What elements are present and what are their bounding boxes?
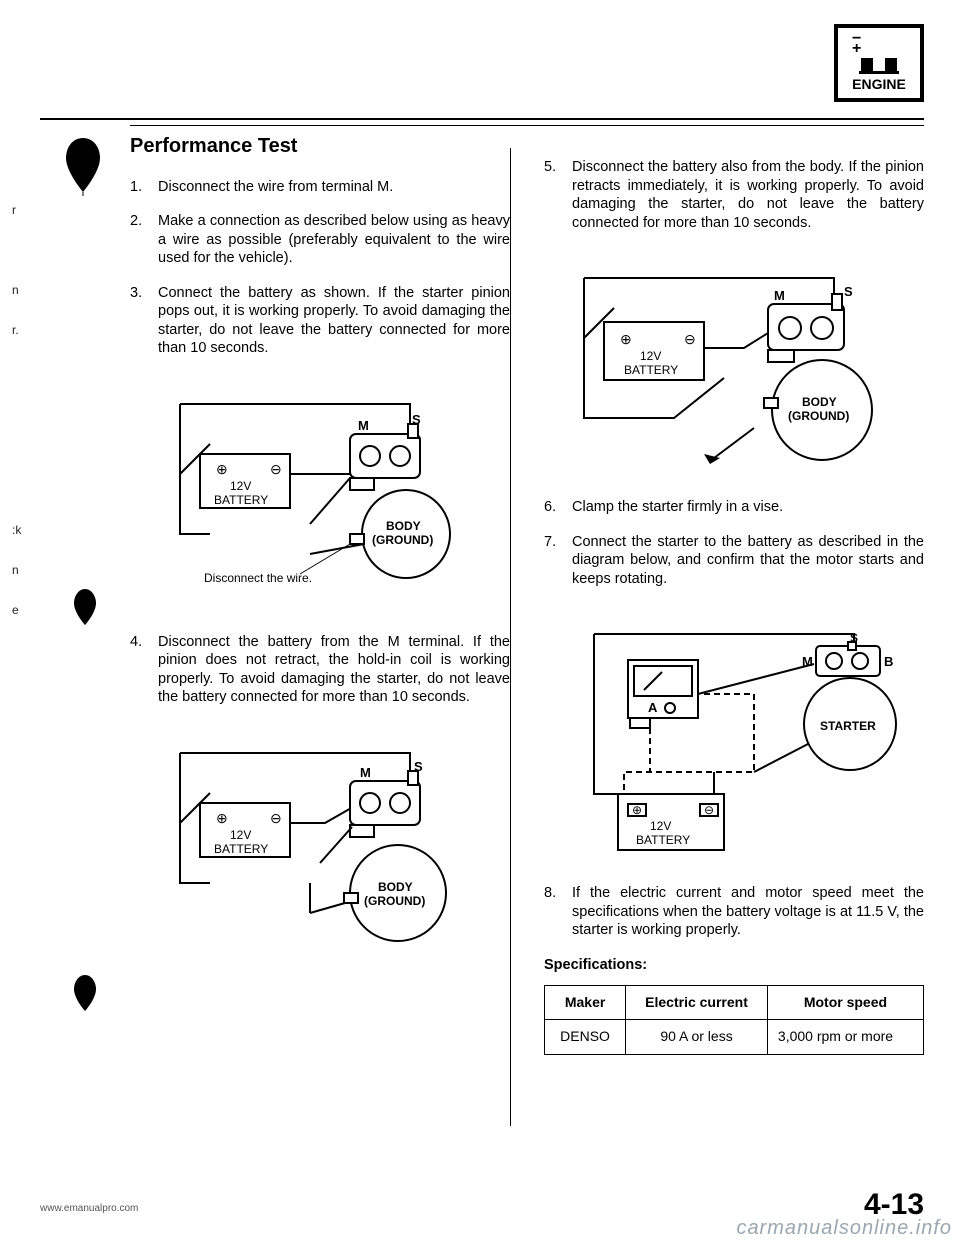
step-text: If the electric current and motor speed … [572, 884, 924, 940]
svg-text:⊖: ⊖ [270, 810, 282, 826]
svg-text:⊕: ⊕ [216, 810, 228, 826]
step-text: Connect the battery as shown. If the sta… [158, 284, 510, 358]
step-num: 3. [130, 284, 158, 358]
page-title: Performance Test [130, 134, 510, 160]
svg-text:12V: 12V [650, 819, 671, 833]
svg-text:(GROUND): (GROUND) [364, 894, 425, 908]
step-num: 4. [130, 633, 158, 707]
leader-drop-icon [70, 973, 100, 1013]
side-trim-marks: rnr.:kne [12, 190, 21, 630]
content: Performance Test 1. Disconnect the wire … [130, 130, 924, 1152]
engine-badge: − + ENGINE [834, 24, 924, 102]
step: 8. If the electric current and motor spe… [544, 884, 924, 940]
spec-table: Maker Electric current Motor speed DENSO… [544, 985, 924, 1056]
svg-text:M: M [360, 765, 371, 780]
label-A: A [648, 700, 658, 715]
step-num: 5. [544, 158, 572, 232]
svg-text:12V: 12V [640, 349, 661, 363]
leader-drop-icon [70, 587, 100, 627]
spec-heading: Specifications: [544, 956, 924, 975]
spec-th: Maker [545, 985, 626, 1020]
starter-label: STARTER [820, 719, 876, 733]
body-label: BODY [386, 519, 421, 533]
svg-text:⊖: ⊖ [704, 803, 714, 817]
step-text: Connect the starter to the battery as de… [572, 533, 924, 589]
figure-step4: ⊕ ⊖ 12V BATTERY M S BODY (GROUND) [150, 723, 490, 953]
svg-text:BATTERY: BATTERY [624, 363, 678, 377]
top-rule [40, 118, 924, 120]
label-B: B [884, 654, 893, 669]
step-num: 2. [130, 212, 158, 268]
figure-step7: A ⊕ ⊖ 12V BATTERY M B S STARTER [554, 604, 914, 864]
leader-drop-icon [60, 136, 106, 196]
disconnect-caption: Disconnect the wire. [204, 571, 312, 585]
step: 1. Disconnect the wire from terminal M. [130, 178, 510, 197]
badge-signs: − + [852, 34, 920, 54]
svg-text:⊕: ⊕ [620, 331, 632, 347]
step-text: Make a connection as described below usi… [158, 212, 510, 268]
svg-text:12V: 12V [230, 828, 251, 842]
label-M: M [358, 418, 369, 433]
svg-text:(GROUND): (GROUND) [788, 409, 849, 423]
footer-url: www.emanualpro.com [40, 1203, 138, 1214]
battery-label2: BATTERY [214, 493, 268, 507]
step: 2. Make a connection as described below … [130, 212, 510, 268]
step: 3. Connect the battery as shown. If the … [130, 284, 510, 358]
step-text: Disconnect the battery also from the bod… [572, 158, 924, 232]
badge-label: ENGINE [852, 76, 906, 92]
step-num: 6. [544, 498, 572, 517]
step: 7. Connect the starter to the battery as… [544, 533, 924, 589]
spec-th: Motor speed [767, 985, 923, 1020]
svg-text:BATTERY: BATTERY [214, 842, 268, 856]
step-num: 1. [130, 178, 158, 197]
watermark: carmanualsonline.info [736, 1217, 952, 1240]
figure-step5: ⊕ ⊖ 12V BATTERY M S BODY (GROUND) [554, 248, 914, 478]
figure-step3: ⊕ ⊖ 12V BATTERY M S BODY (GROUND) Discon… [150, 374, 490, 594]
svg-text:BODY: BODY [378, 880, 413, 894]
step: 6. Clamp the starter firmly in a vise. [544, 498, 924, 517]
spec-td: DENSO [545, 1020, 626, 1055]
ground-label: (GROUND) [372, 533, 433, 547]
step: 4. Disconnect the battery from the M ter… [130, 633, 510, 707]
spec-td: 90 A or less [626, 1020, 768, 1055]
step-text: Disconnect the battery from the M termin… [158, 633, 510, 707]
plug-icon [859, 54, 899, 74]
battery-label: 12V [230, 479, 251, 493]
svg-text:⊕: ⊕ [216, 461, 228, 477]
right-column: 5. Disconnect the battery also from the … [544, 130, 924, 1152]
step-num: 8. [544, 884, 572, 940]
left-column: Performance Test 1. Disconnect the wire … [130, 130, 510, 1152]
svg-text:S: S [844, 284, 853, 299]
spec-th: Electric current [626, 985, 768, 1020]
spec-td: 3,000 rpm or more [767, 1020, 923, 1055]
step: 5. Disconnect the battery also from the … [544, 158, 924, 232]
svg-text:⊖: ⊖ [270, 461, 282, 477]
step-text: Disconnect the wire from terminal M. [158, 178, 510, 197]
svg-text:⊕: ⊕ [632, 803, 642, 817]
svg-text:BATTERY: BATTERY [636, 833, 690, 847]
step-num: 7. [544, 533, 572, 589]
svg-text:⊖: ⊖ [684, 331, 696, 347]
svg-text:BODY: BODY [802, 395, 837, 409]
step-text: Clamp the starter firmly in a vise. [572, 498, 924, 517]
inner-rule [130, 125, 924, 126]
svg-text:M: M [774, 288, 785, 303]
